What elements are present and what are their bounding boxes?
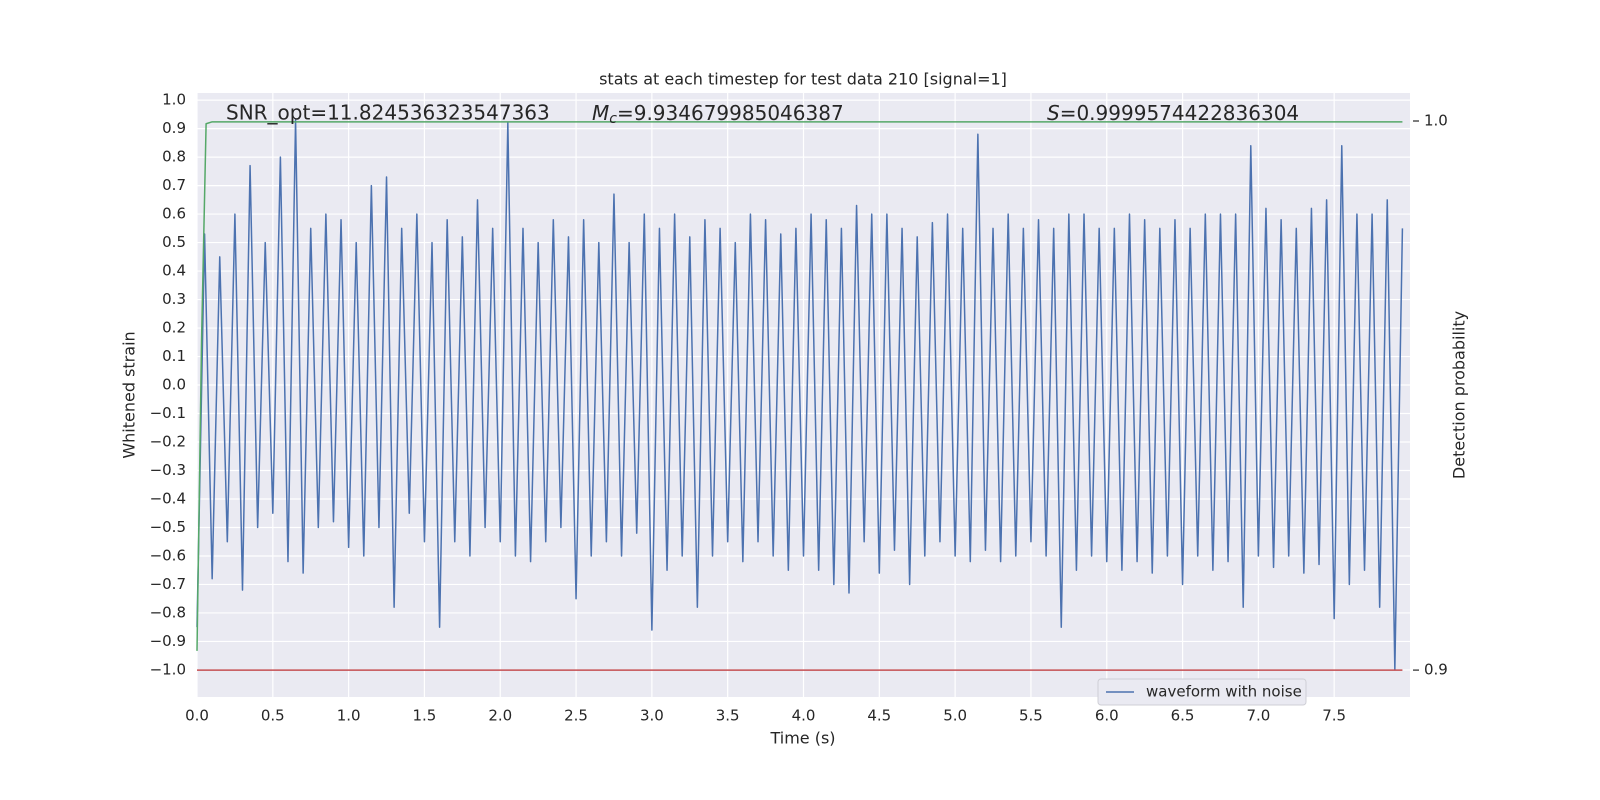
y-tick-label: −0.3 — [150, 461, 186, 479]
annotation: S=0.9999574422836304 — [1047, 101, 1299, 125]
y-tick-label: −0.5 — [150, 518, 186, 536]
annotation: Mc=9.934679985046387 — [592, 101, 844, 128]
x-tick-label: 2.0 — [488, 707, 512, 725]
annotation: SNR_opt=11.824536323547363 — [226, 101, 550, 125]
annotation-symbol: M — [592, 101, 609, 125]
annotation-subscript: c — [609, 111, 617, 127]
y-tick-label: 0.4 — [162, 262, 186, 280]
y-tick-label: −0.4 — [150, 489, 186, 507]
annotation-symbol: S — [1047, 101, 1060, 125]
annotation-value: =0.9999574422836304 — [1060, 101, 1299, 125]
y-tick-label: 0.5 — [162, 233, 186, 251]
chart-title: stats at each timestep for test data 210… — [599, 70, 1007, 89]
x-tick-label: 4.0 — [792, 707, 816, 725]
annotation-value: =9.934679985046387 — [617, 101, 844, 125]
y-tick-label: 0.8 — [162, 148, 186, 166]
y-tick-label: 0.1 — [162, 347, 186, 365]
x-tick-label: 7.0 — [1246, 707, 1270, 725]
y2-axis-label: Detection probability — [1450, 311, 1469, 479]
x-tick-label: 6.0 — [1095, 707, 1119, 725]
y-tick-label: 0.3 — [162, 290, 186, 308]
x-tick-label: 5.0 — [943, 707, 967, 725]
y2-tick-label: 1.0 — [1424, 112, 1448, 130]
x-tick-label: 0.5 — [261, 707, 285, 725]
x-axis-label: Time (s) — [769, 729, 835, 748]
x-tick-label: 5.5 — [1019, 707, 1043, 725]
series-line — [196, 121, 1403, 651]
y-tick-label: 0.9 — [162, 119, 186, 137]
y-tick-label: −0.9 — [150, 632, 186, 650]
y-tick-label: −0.6 — [150, 546, 186, 564]
legend: waveform with noise — [1097, 678, 1307, 706]
y-tick-label: −0.2 — [150, 433, 186, 451]
x-tick-label: 0.0 — [185, 707, 209, 725]
y-tick-label: 1.0 — [162, 91, 186, 109]
y-tick-label: 0.7 — [162, 176, 186, 194]
y-tick-label: 0.6 — [162, 205, 186, 223]
y-tick-label: −1.0 — [150, 660, 186, 678]
lines — [196, 119, 1404, 671]
y-tick-label: 0.2 — [162, 319, 186, 337]
legend-box — [1097, 678, 1307, 706]
y-tick-label: 0.0 — [162, 376, 186, 394]
x-tick-label: 2.5 — [564, 707, 588, 725]
y-tick-label: −0.8 — [150, 603, 186, 621]
y-tick-label: −0.7 — [150, 575, 186, 593]
x-tick-label: 3.5 — [716, 707, 740, 725]
x-tick-label: 1.0 — [337, 707, 361, 725]
x-tick-label: 7.5 — [1322, 707, 1346, 725]
series-line — [196, 119, 1404, 671]
y2-tick-label: 0.9 — [1424, 661, 1448, 679]
x-tick-label: 4.5 — [867, 707, 891, 725]
y-tick-label: −0.1 — [150, 404, 186, 422]
x-tick-label: 3.0 — [640, 707, 664, 725]
y-axis-label: Whitened strain — [120, 331, 139, 458]
x-tick-label: 6.5 — [1171, 707, 1195, 725]
x-tick-label: 1.5 — [413, 707, 437, 725]
legend-label: waveform with noise — [1146, 683, 1302, 701]
